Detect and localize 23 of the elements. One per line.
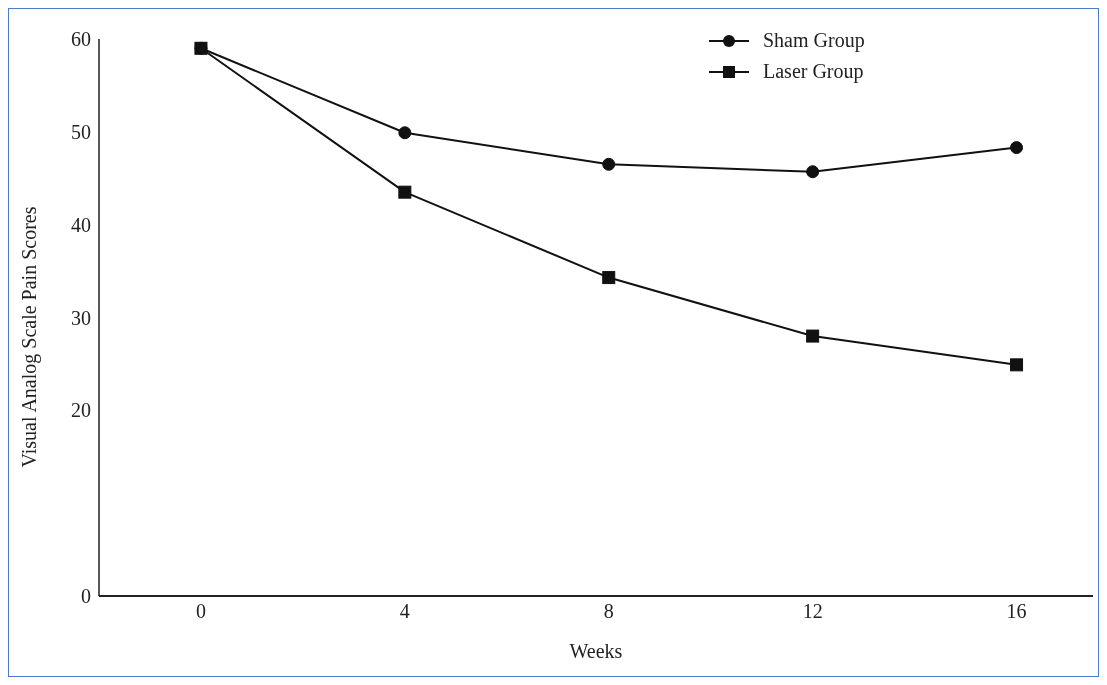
point [1010, 358, 1024, 372]
y-axis-title: Visual Analog Scale Pain Scores [18, 206, 42, 468]
x-tick-label: 4 [399, 600, 410, 623]
x-axis-title: Weeks [569, 640, 623, 662]
point [1010, 141, 1024, 155]
point [398, 126, 412, 140]
y-tick-label: 20 [71, 399, 91, 422]
y-tick-label: 0 [81, 585, 91, 608]
point [806, 329, 820, 343]
y-tick-label: 30 [71, 306, 91, 329]
point [398, 185, 412, 199]
point [602, 271, 616, 285]
x-tick-label: 16 [1006, 600, 1027, 623]
x-tick-label: 12 [802, 600, 823, 623]
legend-label: Sham Group [763, 29, 865, 52]
y-tick-label: 40 [71, 213, 91, 236]
legend-label: Laser Group [763, 60, 864, 83]
point [602, 157, 616, 171]
y-tick-label: 50 [71, 120, 91, 143]
x-tick-label: 8 [603, 600, 614, 623]
y-tick-label: 60 [71, 28, 91, 51]
x-tick-label: 0 [195, 600, 206, 623]
point [806, 165, 820, 179]
